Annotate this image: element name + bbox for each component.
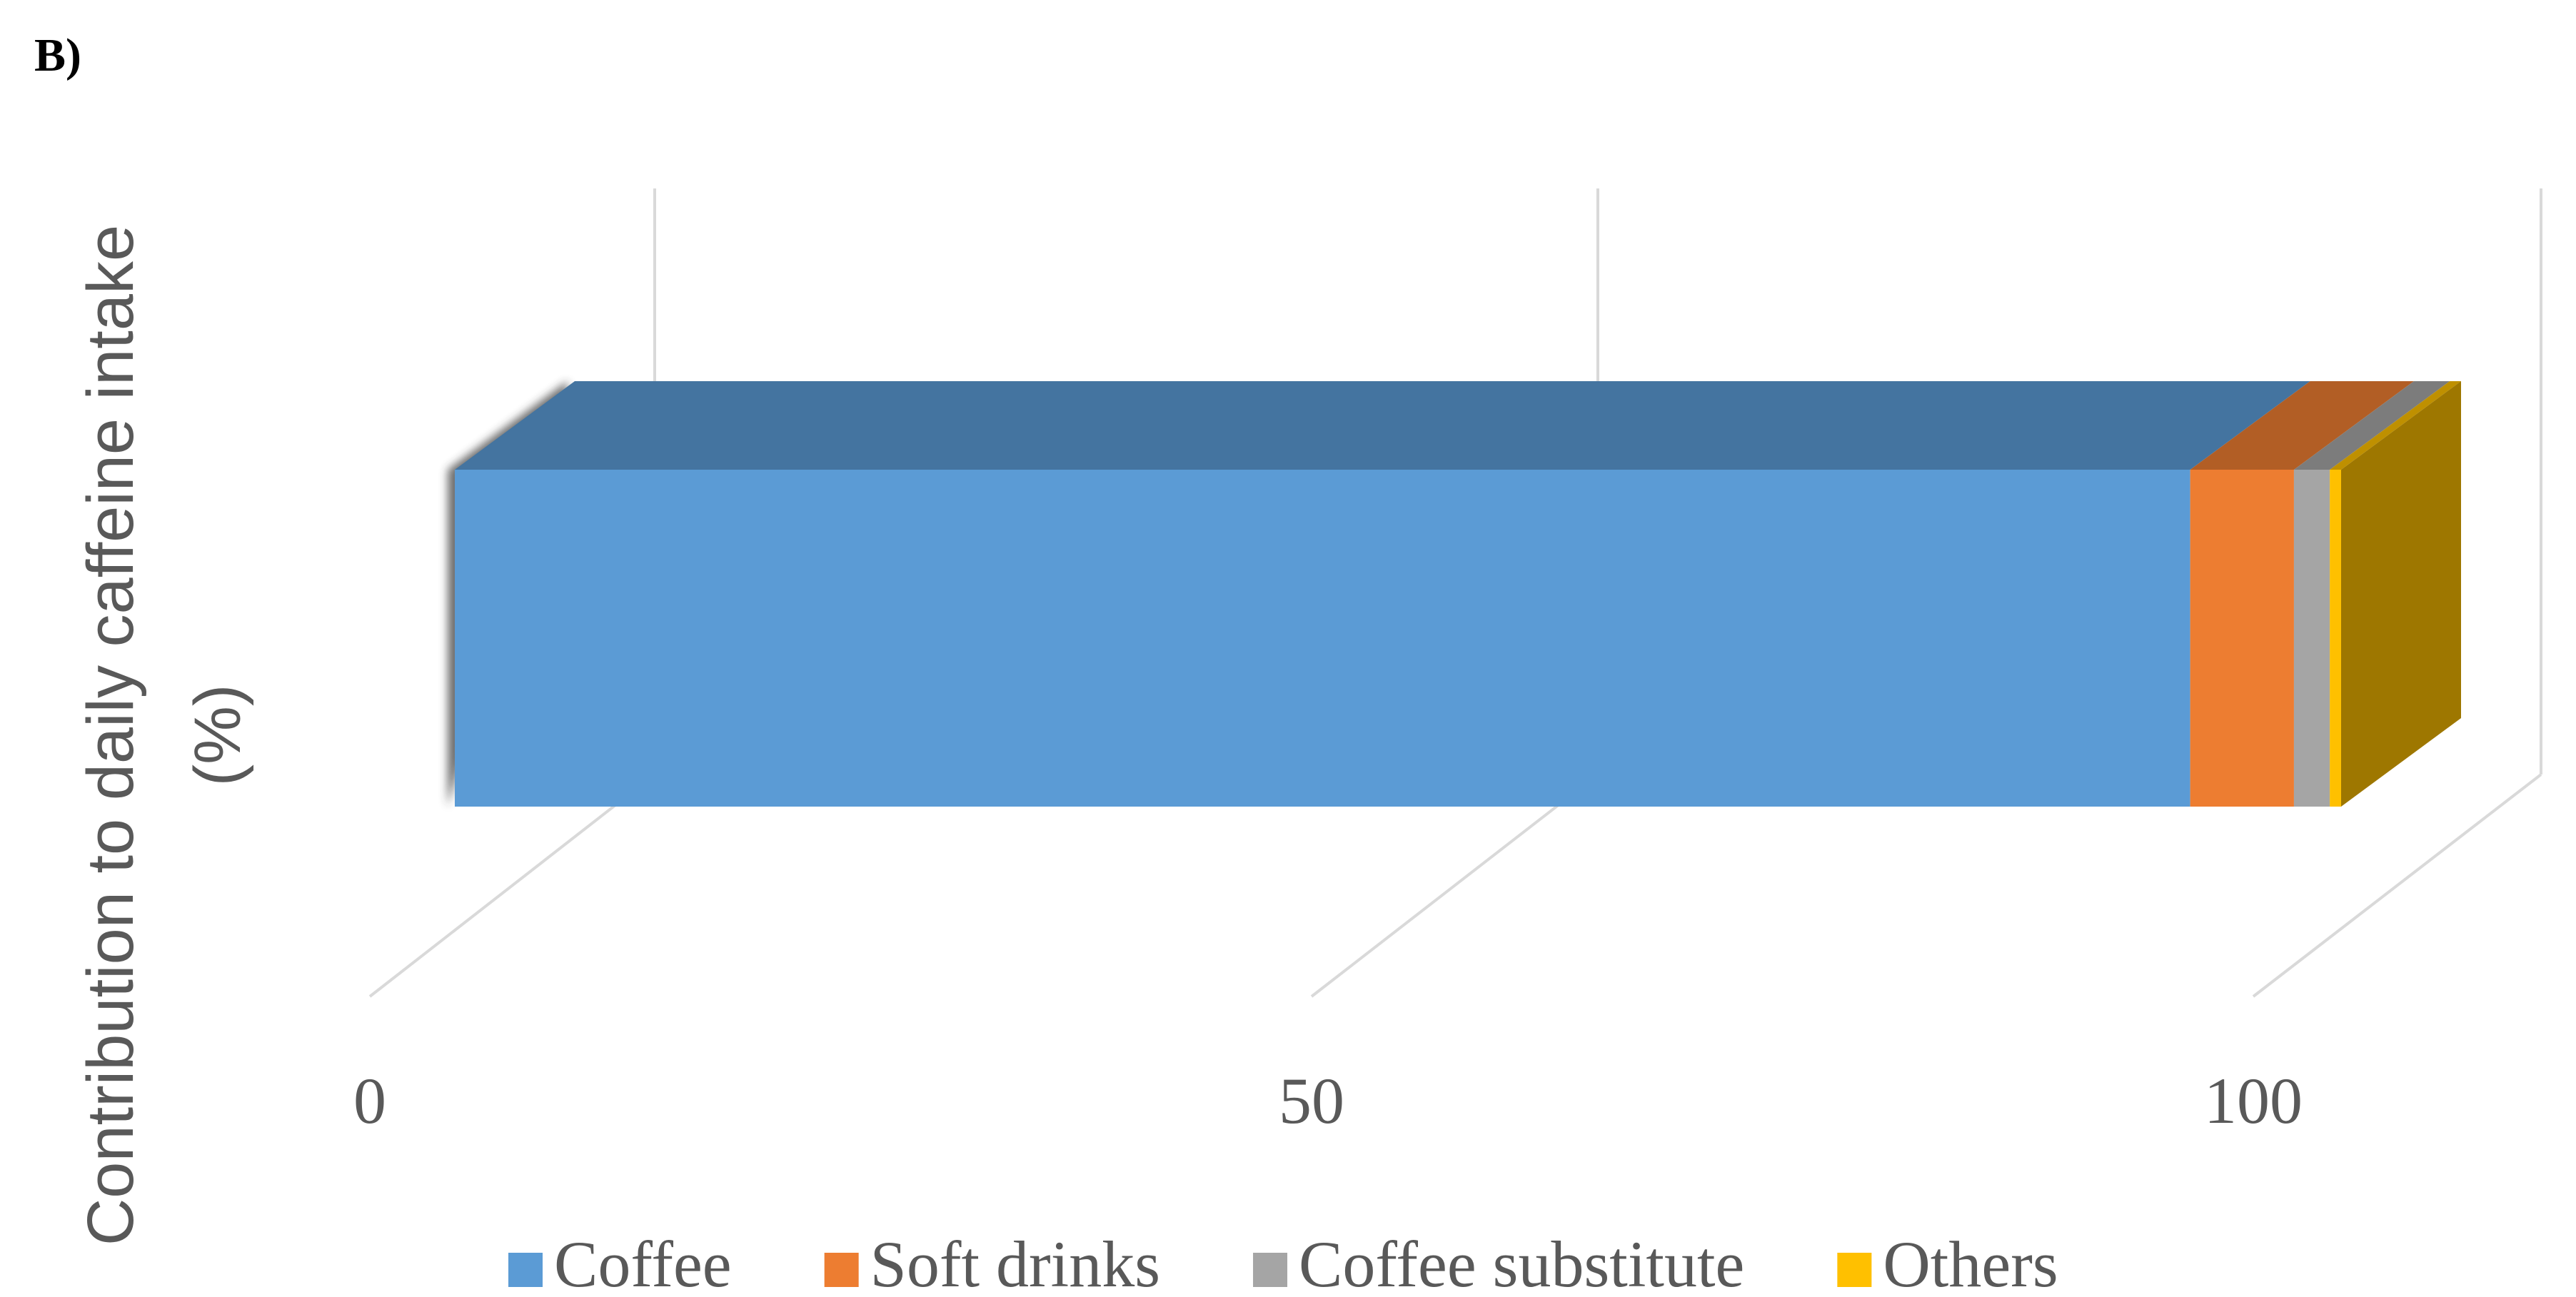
bar xyxy=(2190,470,2294,807)
legend-swatch xyxy=(1837,1253,1872,1287)
bar xyxy=(2330,470,2341,807)
legend-swatch xyxy=(1253,1253,1288,1287)
floor-line xyxy=(1310,773,1599,998)
legend-swatch xyxy=(508,1253,543,1287)
bar-top xyxy=(2190,381,2414,470)
x-tick-label: 100 xyxy=(2204,1064,2303,1137)
bar-side xyxy=(2341,381,2461,807)
floor-line xyxy=(368,773,656,998)
legend-label: Coffee xyxy=(554,1228,732,1297)
bar-top xyxy=(2293,381,2450,470)
bar-top xyxy=(2330,381,2461,470)
legend-swatch xyxy=(824,1253,859,1287)
floor-line xyxy=(2252,773,2542,998)
panel-label: B) xyxy=(34,29,81,81)
legend-label: Soft drinks xyxy=(870,1228,1160,1297)
legend-label: Others xyxy=(1883,1228,2058,1297)
bar xyxy=(2293,470,2330,807)
legend-label: Coffee substitute xyxy=(1299,1228,1744,1297)
x-tick-label: 0 xyxy=(353,1064,386,1137)
bar-top xyxy=(455,381,2310,470)
bar xyxy=(455,470,2190,807)
x-tick-label: 50 xyxy=(1279,1064,1344,1137)
